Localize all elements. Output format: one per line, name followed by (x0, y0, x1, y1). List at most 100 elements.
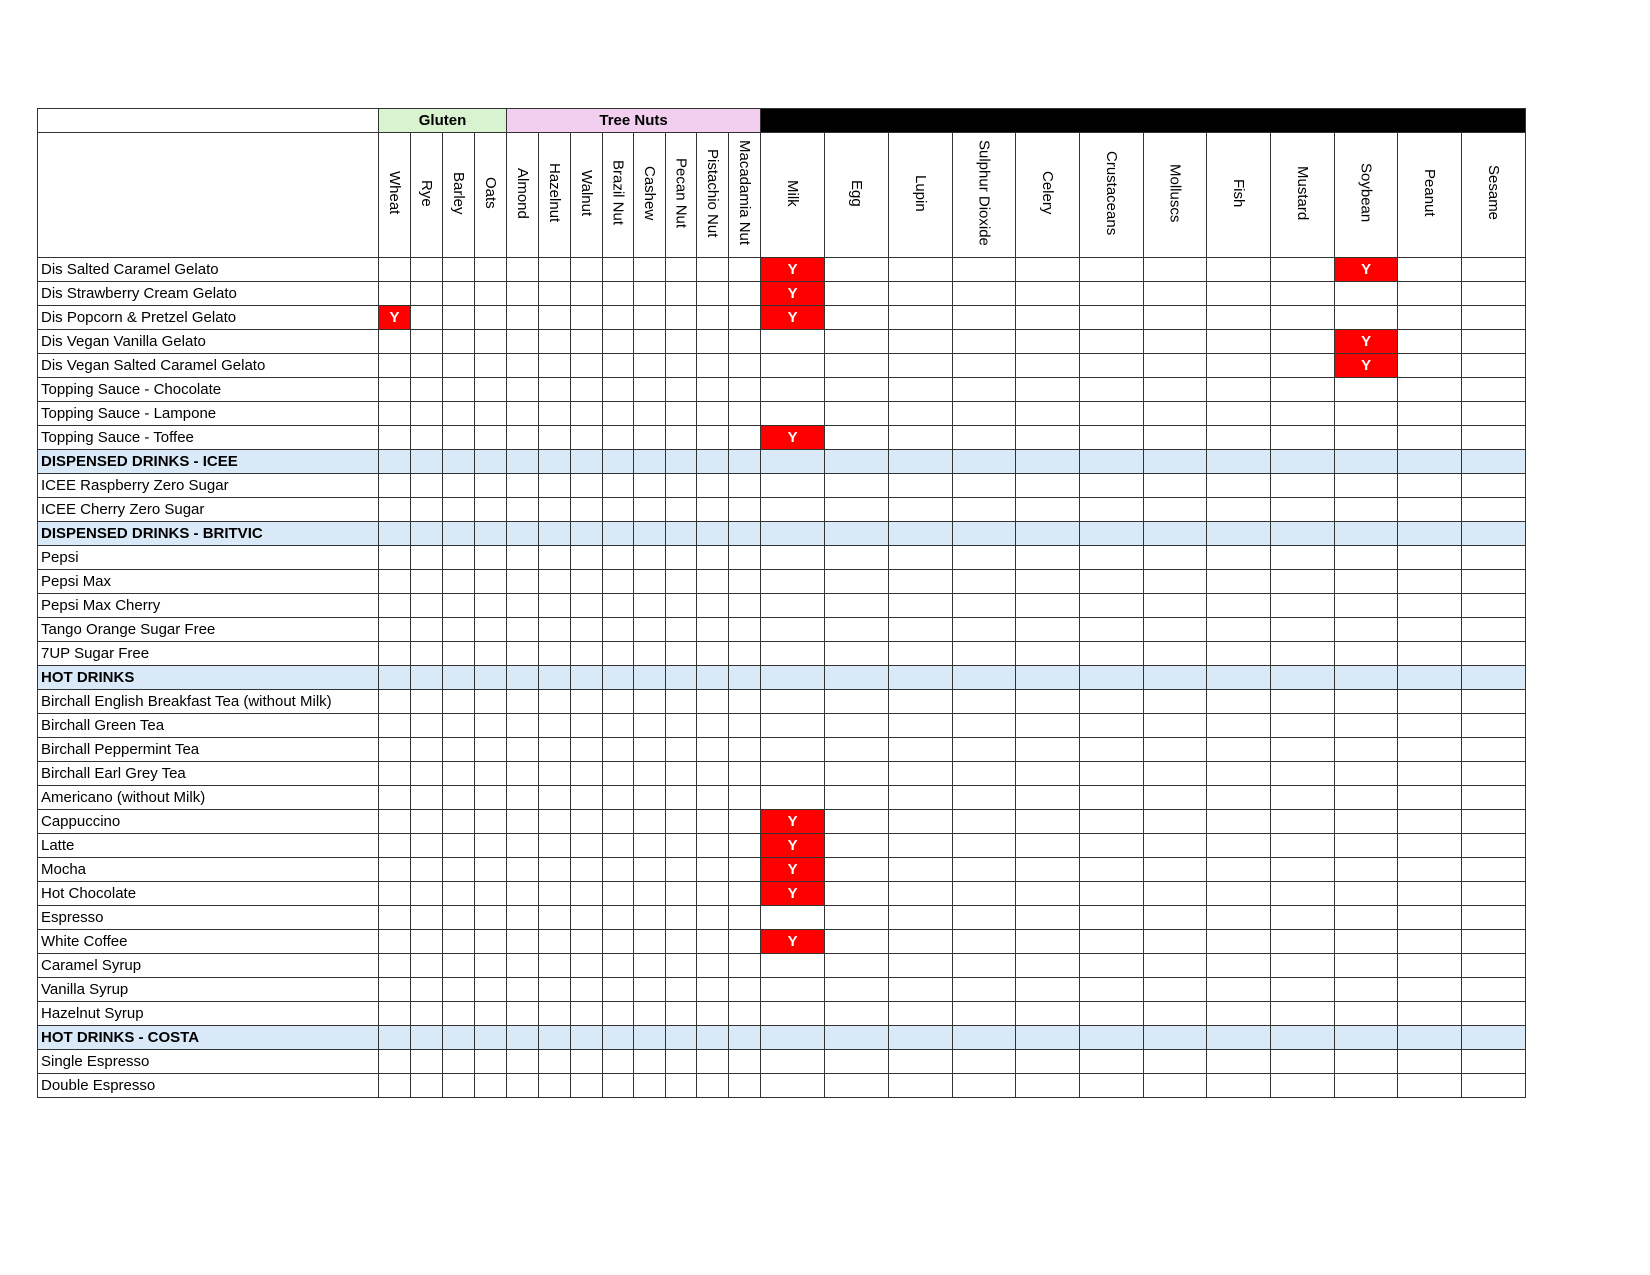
allergen-cell (474, 425, 507, 450)
allergen-cell (1397, 449, 1463, 474)
allergen-cell (506, 593, 539, 618)
allergen-cell (1143, 713, 1208, 738)
allergen-cell (760, 737, 826, 762)
allergen-cell (1270, 377, 1336, 402)
allergen-cell (665, 905, 697, 930)
allergen-cell (1270, 929, 1336, 954)
item-name: Birchall Peppermint Tea (37, 737, 379, 762)
table-row: ICEE Cherry Zero Sugar (37, 497, 1527, 522)
allergen-cell (1143, 617, 1208, 642)
allergen-cell (1079, 713, 1145, 738)
allergen-yes-cell: Y (1334, 329, 1399, 354)
allergen-cell (570, 1049, 603, 1074)
item-name: ICEE Raspberry Zero Sugar (37, 473, 379, 498)
allergen-cell (760, 449, 826, 474)
allergen-cell (1015, 977, 1081, 1002)
allergen-cell (602, 593, 634, 618)
allergen-cell (538, 785, 571, 810)
allergen-cell (727, 1049, 762, 1074)
allergen-cell (1143, 257, 1208, 282)
allergen-cell (1397, 857, 1463, 882)
allergen-cell (410, 617, 443, 642)
allergen-cell (1206, 905, 1272, 930)
allergen-cell (952, 641, 1017, 666)
allergen-cell (696, 713, 729, 738)
allergen-cell (538, 545, 571, 570)
allergen-cell (474, 473, 507, 498)
allergen-cell (1015, 665, 1081, 690)
allergen-cell (506, 545, 539, 570)
allergen-cell (888, 617, 954, 642)
allergen-cell (1079, 449, 1145, 474)
table-row: Topping Sauce - Lampone (37, 401, 1527, 426)
allergen-yes-cell: Y (378, 305, 411, 330)
allergen-cell (506, 401, 539, 426)
allergen-cell (570, 1001, 603, 1026)
allergen-cell (474, 545, 507, 570)
column-header-oats: Oats (474, 132, 507, 258)
allergen-cell (1334, 761, 1399, 786)
allergen-cell (888, 713, 954, 738)
column-header-label: Molluscs (1166, 163, 1184, 223)
allergen-cell (727, 833, 762, 858)
table-row: White Coffee Y (37, 929, 1527, 954)
allergen-cell (410, 545, 443, 570)
column-header-label: Peanut (1421, 169, 1439, 217)
allergen-cell (633, 1049, 666, 1074)
allergen-cell (442, 929, 475, 954)
allergen-cell (378, 1001, 411, 1026)
allergen-cell (1334, 929, 1399, 954)
allergen-cell (1143, 641, 1208, 666)
allergen-cell (888, 593, 954, 618)
allergen-cell (696, 305, 729, 330)
allergen-cell (1334, 905, 1399, 930)
allergen-cell (665, 761, 697, 786)
allergen-cell (538, 641, 571, 666)
allergen-cell (1143, 977, 1208, 1002)
item-name: Caramel Syrup (37, 953, 379, 978)
allergen-cell (410, 449, 443, 474)
column-header-label: Crustaceans (1103, 150, 1121, 236)
allergen-cell (824, 257, 890, 282)
allergen-cell (378, 713, 411, 738)
allergen-cell (1143, 425, 1208, 450)
allergen-cell (474, 785, 507, 810)
column-header-label: Sesame (1485, 165, 1503, 221)
allergen-cell (1270, 353, 1336, 378)
allergen-cell (727, 425, 762, 450)
allergen-cell (602, 497, 634, 522)
allergen-cell (824, 641, 890, 666)
allergen-cell (378, 377, 411, 402)
table-row: Espresso (37, 905, 1527, 930)
allergen-cell (602, 737, 634, 762)
allergen-cell (602, 665, 634, 690)
allergen-cell (633, 281, 666, 306)
allergen-cell (888, 257, 954, 282)
allergen-cell (633, 881, 666, 906)
allergen-cell (1334, 425, 1399, 450)
allergen-cell (1461, 401, 1527, 426)
item-name: Dis Strawberry Cream Gelato (37, 281, 379, 306)
item-name: Birchall Green Tea (37, 713, 379, 738)
item-name: ICEE Cherry Zero Sugar (37, 497, 379, 522)
allergen-cell (506, 305, 539, 330)
item-name: Dis Popcorn & Pretzel Gelato (37, 305, 379, 330)
allergen-cell (824, 425, 890, 450)
table-row: Latte Y (37, 833, 1527, 858)
allergen-cell (538, 977, 571, 1002)
item-name: Hot Chocolate (37, 881, 379, 906)
allergen-cell (570, 1073, 603, 1098)
allergen-cell (474, 1001, 507, 1026)
allergen-cell (1143, 785, 1208, 810)
allergen-cell (378, 449, 411, 474)
allergen-cell (727, 713, 762, 738)
allergen-cell (506, 641, 539, 666)
allergen-cell (602, 953, 634, 978)
allergen-cell (378, 353, 411, 378)
allergen-cell (442, 1049, 475, 1074)
allergen-cell (1270, 689, 1336, 714)
allergen-cell (888, 641, 954, 666)
allergen-cell (442, 545, 475, 570)
allergen-cell (1143, 377, 1208, 402)
allergen-cell (442, 257, 475, 282)
